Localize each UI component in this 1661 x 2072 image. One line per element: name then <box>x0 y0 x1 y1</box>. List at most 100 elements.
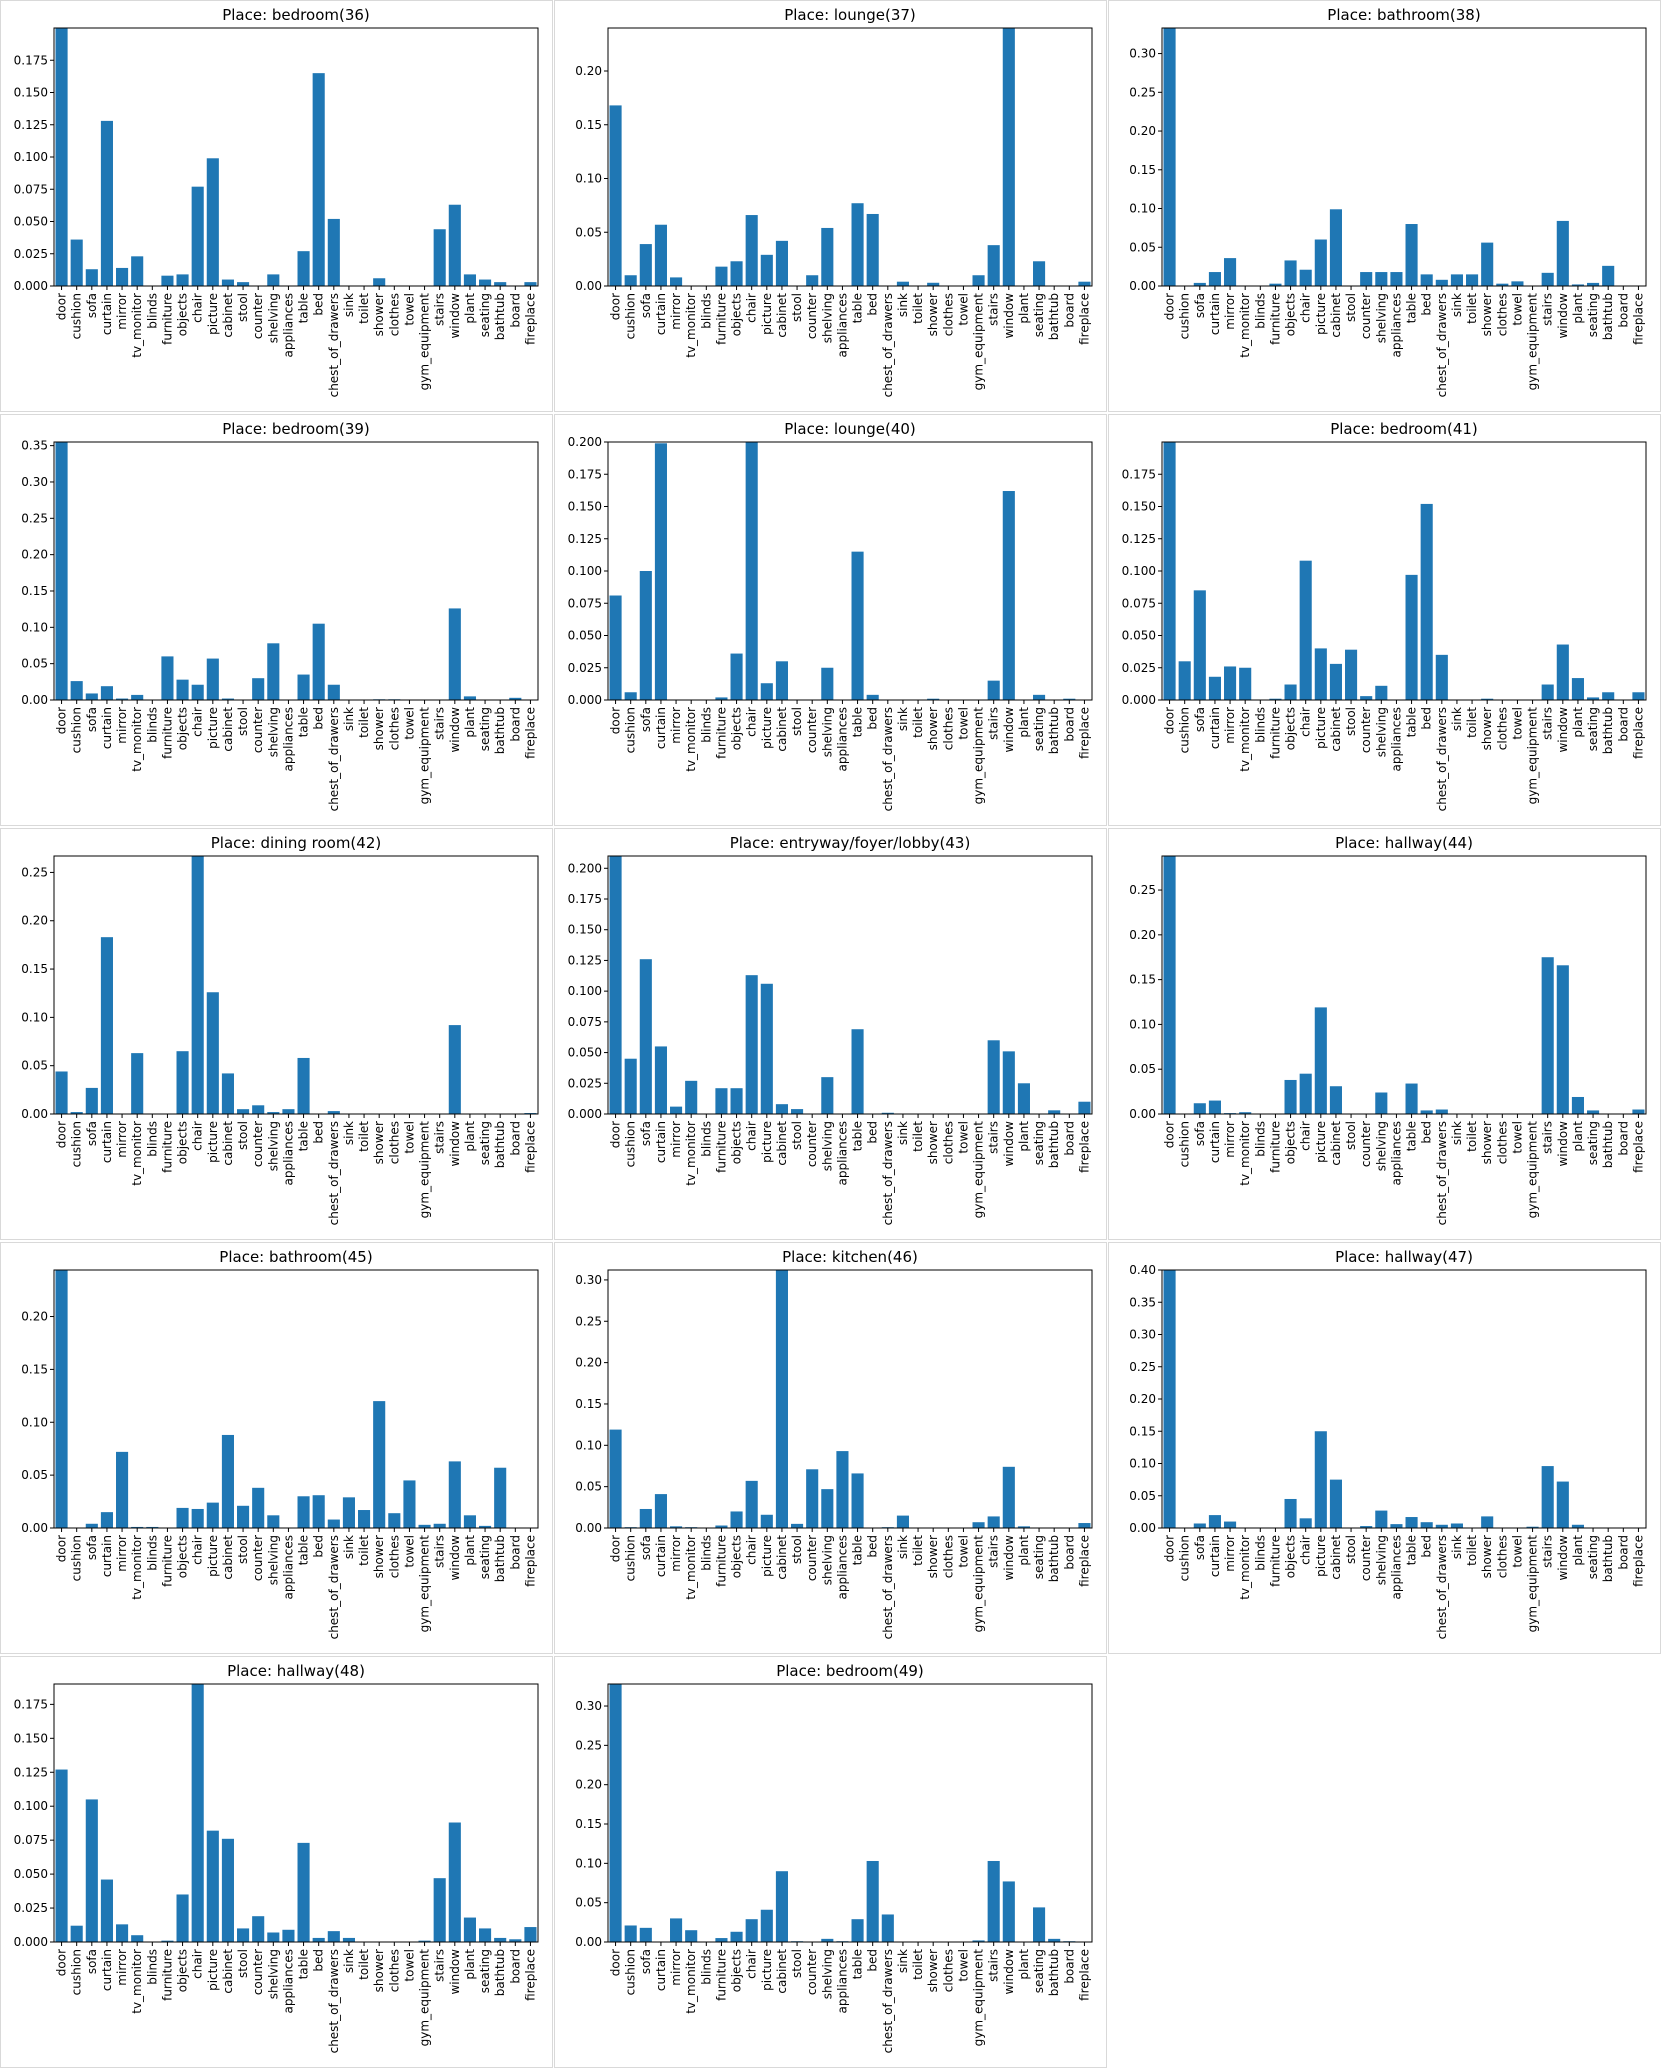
x-tick-label: window <box>448 293 462 339</box>
y-tick-label: 0.125 <box>1122 532 1156 546</box>
x-tick-label: seating <box>1032 1535 1046 1579</box>
x-tick-label: plant <box>463 707 477 738</box>
x-tick-label: cabinet <box>1329 293 1343 338</box>
x-tick-label: appliances <box>1389 707 1403 771</box>
bar <box>463 274 476 286</box>
x-tick-label: objects <box>1284 707 1298 750</box>
bar <box>927 282 940 286</box>
panel-frame <box>1108 0 1661 412</box>
x-tick-label: appliances <box>835 1121 849 1185</box>
x-tick-label: seating <box>1032 1949 1046 1993</box>
x-tick-label: plant <box>1017 293 1031 324</box>
bar <box>1420 503 1433 700</box>
bar <box>1329 209 1342 286</box>
bar <box>775 1871 788 1942</box>
y-tick-label: 0.175 <box>14 1697 48 1711</box>
x-tick-label: seating <box>1586 293 1600 337</box>
y-tick-label: 0.25 <box>1129 1360 1156 1374</box>
x-tick-label: tv_monitor <box>684 1949 698 2014</box>
x-tick-label: tv_monitor <box>130 293 144 358</box>
x-tick-label: door <box>1163 293 1177 320</box>
x-tick-label: sink <box>896 1535 910 1559</box>
bar <box>176 679 189 700</box>
x-tick-label: blinds <box>145 1535 159 1571</box>
x-tick-label: gym_equipment <box>1526 1535 1540 1633</box>
bar <box>670 1106 683 1114</box>
bar <box>85 269 98 286</box>
x-tick-label: picture <box>206 1121 220 1163</box>
bar <box>373 1401 386 1528</box>
x-tick-label: shower <box>372 293 386 336</box>
x-tick-label: window <box>448 1949 462 1995</box>
x-tick-label: counter <box>1359 1535 1373 1581</box>
x-tick-label: window <box>448 707 462 753</box>
bar <box>221 1073 234 1114</box>
x-tick-label: table <box>1405 1535 1419 1565</box>
panel-frame <box>554 1656 1107 2068</box>
x-tick-label: sink <box>342 1121 356 1145</box>
x-tick-label: stairs <box>1541 1535 1555 1568</box>
y-tick-label: 0.05 <box>575 1896 602 1910</box>
x-tick-label: plant <box>463 1535 477 1566</box>
bar <box>1033 1907 1046 1942</box>
bar <box>715 266 728 286</box>
bar <box>267 274 280 286</box>
bar <box>1239 1112 1252 1114</box>
x-tick-label: counter <box>805 1949 819 1995</box>
x-tick-label: towel <box>956 1121 970 1154</box>
bar <box>131 256 144 286</box>
bar <box>85 693 98 700</box>
plot-area <box>607 855 1093 1115</box>
x-tick-label: door <box>55 293 69 320</box>
bar <box>1587 1110 1600 1114</box>
x-tick-label: chest_of_drawers <box>881 1121 895 1225</box>
y-tick-label: 0.05 <box>21 1059 48 1073</box>
y-tick-label: 0.150 <box>568 500 602 514</box>
x-tick-label: shelving <box>820 293 834 343</box>
panel-frame <box>554 828 1107 1240</box>
y-tick-label: 0.100 <box>14 150 48 164</box>
x-tick-label: cushion <box>624 1535 638 1581</box>
bar <box>1208 272 1221 286</box>
bar <box>433 1878 446 1942</box>
bar <box>1571 284 1584 286</box>
x-tick-label: counter <box>805 707 819 753</box>
bar <box>745 1919 758 1942</box>
x-tick-label: picture <box>760 1535 774 1577</box>
bar <box>221 1838 234 1942</box>
bar <box>775 240 788 286</box>
x-tick-label: bathtub <box>1601 707 1615 754</box>
bar <box>1224 1521 1237 1528</box>
x-tick-label: sink <box>342 1535 356 1559</box>
x-tick-label: towel <box>1510 1121 1524 1154</box>
x-tick-label: seating <box>478 293 492 337</box>
x-tick-label: cushion <box>1178 707 1192 753</box>
y-tick-label: 0.30 <box>21 475 48 489</box>
y-tick-label: 0.050 <box>14 1867 48 1881</box>
x-tick-label: shower <box>926 1121 940 1164</box>
bar <box>806 1469 819 1528</box>
chart-title: Place: bedroom(49) <box>776 1662 924 1680</box>
bar <box>221 1434 234 1528</box>
x-tick-label: fireplace <box>1631 1535 1645 1587</box>
bar <box>146 1526 159 1528</box>
x-tick-label: blinds <box>145 1121 159 1157</box>
y-tick-label: 0.150 <box>14 1731 48 1745</box>
x-tick-label: stool <box>1344 1121 1358 1150</box>
bar <box>524 1927 537 1942</box>
x-tick-label: curtain <box>1208 707 1222 749</box>
bar <box>463 696 476 700</box>
chart-title: Place: entryway/foyer/lobby(43) <box>730 834 971 852</box>
x-tick-label: sofa <box>85 1535 99 1560</box>
x-tick-label: sofa <box>639 1535 653 1560</box>
x-tick-label: plant <box>463 1121 477 1152</box>
bar <box>191 1684 204 1942</box>
bar <box>654 443 667 700</box>
bar <box>448 1461 461 1528</box>
bar <box>1329 1086 1342 1114</box>
bar <box>609 1429 622 1528</box>
x-tick-label: picture <box>760 1121 774 1163</box>
bar <box>851 203 864 286</box>
x-tick-label: plant <box>463 1949 477 1980</box>
bar <box>1002 1051 1015 1114</box>
